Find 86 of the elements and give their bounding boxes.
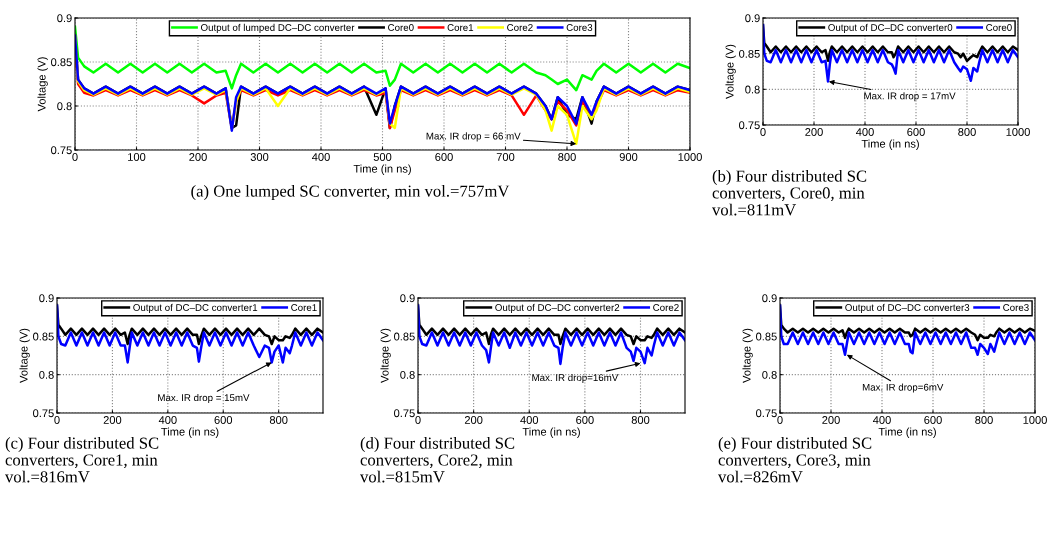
x-tick-label: 800 [631, 416, 650, 424]
y-tick-label: 0.75 [756, 409, 777, 418]
x-tick-label: 200 [805, 128, 823, 136]
x-tick-label: 800 [558, 153, 576, 161]
y-tick-label: 0.75 [33, 409, 54, 418]
x-tick-label: 400 [311, 153, 330, 161]
legend-label: Output of DC–DC converter2 [495, 303, 620, 313]
x-tick-label: 900 [619, 153, 638, 161]
y-tick-label: 0.85 [756, 332, 777, 341]
y-tick-label: 0.85 [394, 332, 415, 341]
y-tick-label: 0.8 [745, 85, 760, 94]
legend-label: Core3 [566, 24, 593, 31]
y-tick-label: 0.9 [57, 14, 72, 23]
x-axis-title: Time (in ns) [861, 139, 919, 150]
x-tick-label: 400 [872, 416, 891, 424]
x-tick-label: 600 [924, 416, 942, 424]
x-tick-label: 200 [822, 416, 840, 424]
y-tick-label: 0.85 [33, 332, 54, 341]
annotation: Max. IR drop = 66 mV [426, 132, 521, 142]
x-tick-label: 0 [760, 128, 766, 136]
x-axis-title: Time (in ns) [161, 427, 219, 438]
y-tick-label: 0.8 [400, 370, 415, 379]
x-tick-label: 100 [128, 153, 146, 161]
x-tick-label: 600 [576, 416, 594, 424]
y-axis-title: Voltage (V) [725, 44, 736, 99]
y-axis-title: Voltage (V) [742, 328, 753, 383]
x-tick-label: 0 [777, 416, 783, 424]
y-tick-label: 0.9 [745, 14, 760, 23]
y-tick-label: 0.9 [762, 294, 777, 303]
annotation: Max. IR drop=16mV [532, 373, 619, 383]
x-tick-label: 400 [158, 416, 177, 424]
y-tick-label: 0.9 [400, 294, 415, 303]
text: (d) Four distributed SC converters, Core2, min vol.=815mV [360, 437, 515, 483]
x-tick-label: 800 [269, 416, 288, 424]
y-axis-title: Voltage (V) [380, 328, 391, 383]
text: (a) One lumped SC converter, min vol.=757mV [191, 185, 510, 201]
x-tick-label: 700 [496, 153, 515, 161]
x-tick-label: 800 [958, 128, 976, 136]
y-axis-title: Voltage (V) [37, 57, 48, 112]
x-tick-label: 0 [54, 416, 60, 424]
legend-label: Core2 [653, 304, 679, 311]
x-tick-label: 500 [373, 153, 392, 161]
x-tick-label: 400 [855, 128, 874, 136]
annotation: Max. IR drop = 17mV [864, 92, 956, 102]
annotation: Max. IR drop=6mV [862, 383, 944, 393]
x-axis-title: Time (in ns) [353, 164, 411, 175]
x-tick-label: 0 [72, 153, 78, 161]
x-tick-label: 0 [415, 416, 421, 424]
x-tick-label: 300 [250, 153, 269, 161]
y-tick-label: 0.85 [51, 58, 72, 67]
legend-label: Output of DC–DC converter1 [133, 303, 258, 313]
x-tick-label: 200 [189, 153, 207, 161]
annotation: Max. IR drop = 15mV [158, 393, 250, 404]
y-tick-label: 0.75 [739, 121, 760, 130]
x-tick-label: 600 [907, 128, 925, 136]
text: (b) Four distributed SC converters, Core0, min vol.=811mV [712, 170, 867, 216]
y-tick-label: 0.8 [39, 370, 54, 379]
x-tick-label: 800 [975, 416, 993, 424]
text: (e) Four distributed SC converters, Core3, min vol.=826mV [718, 437, 872, 483]
legend-label: Core0 [986, 24, 1012, 31]
legend-label: Core0 [388, 24, 414, 31]
x-tick-label: 200 [103, 416, 122, 424]
legend-label: Core3 [1003, 304, 1029, 311]
x-tick-label: 600 [214, 416, 233, 424]
x-tick-label: 600 [435, 153, 453, 161]
x-tick-label: 1000 [1006, 128, 1030, 136]
legend-label: Output of DC–DC converter0 [828, 23, 953, 33]
x-tick-label: 400 [520, 416, 539, 424]
y-tick-label: 0.8 [762, 370, 777, 379]
text: (c) Four distributed SC converters, Core1, min vol.=816mV [5, 437, 159, 483]
legend-label: Output of DC–DC converter3 [845, 303, 970, 313]
y-axis-title: Voltage (V) [19, 328, 30, 383]
x-tick-label: 200 [464, 416, 483, 424]
y-tick-label: 0.8 [57, 102, 72, 111]
x-tick-label: 1000 [1023, 416, 1047, 424]
legend-label: Output of lumped DC–DC converter [200, 23, 355, 33]
y-tick-label: 0.9 [39, 294, 54, 303]
legend-label: Core1 [447, 24, 474, 31]
legend-label: Core1 [291, 304, 317, 311]
y-tick-label: 0.75 [51, 146, 72, 155]
x-axis-title: Time (in ns) [878, 427, 936, 438]
x-tick-label: 1000 [678, 153, 702, 161]
y-tick-label: 0.75 [394, 409, 415, 418]
x-axis-title: Time (in ns) [522, 427, 580, 438]
y-tick-label: 0.85 [739, 49, 760, 58]
legend-label: Core2 [507, 24, 533, 31]
